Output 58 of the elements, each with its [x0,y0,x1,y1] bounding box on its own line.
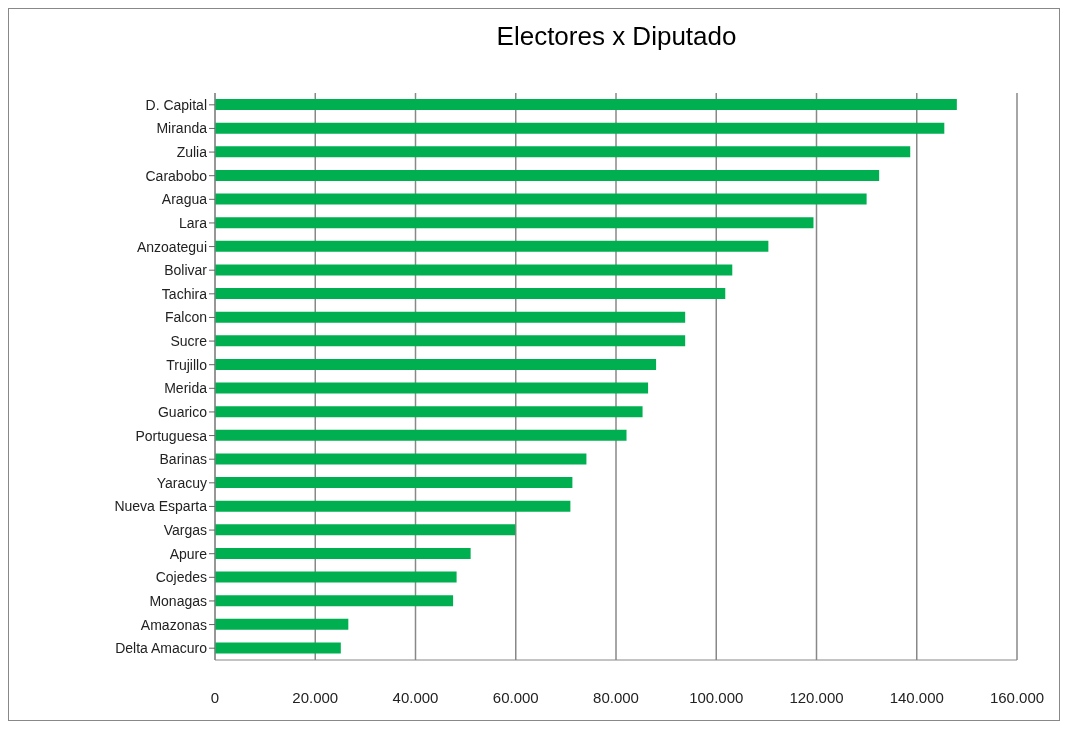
x-tick-label: 160.000 [989,688,1045,706]
bar [215,240,769,252]
bar [215,500,571,512]
bar [215,406,643,418]
x-tick-label: 20.000 [292,688,339,706]
bar [215,335,686,347]
x-tick-label: 140.000 [889,688,944,706]
y-tick-label: D. Capital [145,96,207,113]
bar [215,618,349,630]
y-tick-label: Sucre [170,333,208,350]
x-tick-label: 120.000 [789,688,844,706]
bar [215,217,814,229]
bar [215,288,726,299]
y-tick-label: Yaracuy [156,474,207,491]
x-tick-label: 80.000 [593,688,639,706]
bar [215,122,945,134]
y-tick-label: Apure [169,545,208,562]
y-tick-label: Falcon [164,309,207,326]
bar [215,193,867,205]
y-tick-label: Lara [178,214,208,231]
y-tick-label: Barinas [159,451,207,468]
y-tick-label: Trujillo [166,356,208,373]
bar [215,358,657,370]
bar [215,146,911,158]
y-tick-label: Bolivar [164,262,208,279]
y-tick-label: Zulia [176,144,208,161]
bar [215,264,733,276]
y-tick-label: Carabobo [145,167,208,184]
bar [215,595,454,607]
y-tick-label: Guarico [157,403,208,420]
y-tick-label: Amazonas [140,616,207,633]
bar [215,571,457,583]
y-tick-label: Cojedes [155,569,207,586]
bar [215,99,957,110]
y-tick-label: Delta Amacuro [115,640,208,657]
y-tick-label: Monagas [149,592,207,609]
bar [215,477,573,488]
y-tick-label: Vargas [163,522,207,539]
y-tick-label: Nueva Esparta [114,498,208,515]
bar [215,524,516,536]
bar [215,382,649,394]
y-tick-label: Merida [164,380,208,397]
y-tick-label: Tachira [161,285,208,302]
bar [215,547,471,559]
bar [215,311,686,323]
y-tick-label: Anzoategui [136,238,207,255]
x-tick-label: 0 [210,688,220,706]
bar [215,429,627,441]
x-tick-label: 60.000 [492,688,539,706]
y-tick-label: Miranda [156,120,208,137]
bar [215,453,587,465]
chart-title: Electores x Diputado [495,21,738,52]
x-tick-label: 40.000 [392,688,439,706]
y-tick-label: Aragua [161,191,208,208]
bar [215,169,880,181]
y-tick-label: Portuguesa [135,427,208,444]
x-tick-label: 100.000 [689,688,744,706]
bar [215,642,341,654]
